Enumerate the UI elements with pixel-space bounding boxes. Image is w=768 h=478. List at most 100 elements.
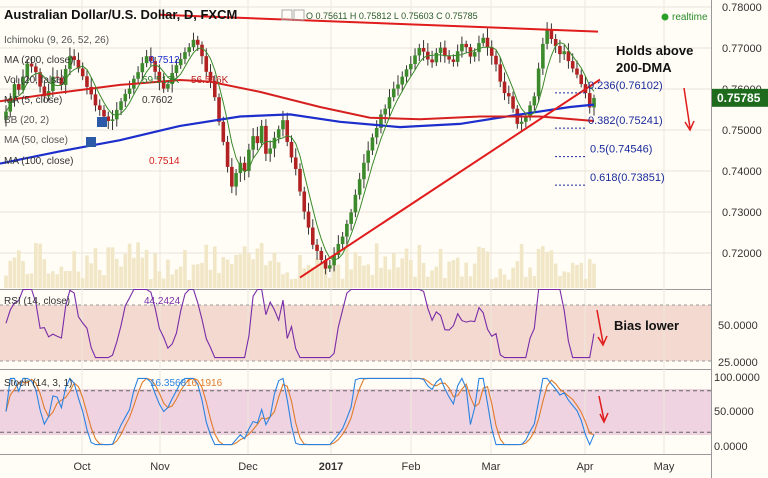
candle-body	[25, 63, 30, 77]
volume-bar	[362, 265, 366, 288]
candle-body	[59, 77, 64, 85]
candle-body	[455, 51, 460, 62]
candle-body	[238, 162, 243, 174]
x-tick-label: Dec	[238, 461, 258, 473]
candle-body	[302, 191, 307, 212]
indicator-legend[interactable]: Ichimoku (9, 26, 52, 26) MA (200, close)…	[4, 35, 229, 167]
volume-bar	[583, 278, 588, 288]
volume-bar	[272, 252, 277, 288]
rsi-label[interactable]: RSI (14, close)	[4, 296, 70, 307]
ohlc-readout: O 0.75611 H 0.75812 L 0.75603 C 0.75785	[306, 11, 478, 21]
candle-body	[34, 66, 38, 73]
x-tick-label: 2017	[319, 461, 343, 473]
volume-bar	[387, 269, 392, 288]
volume-bar	[528, 267, 532, 288]
volume-bar	[289, 279, 294, 288]
settings-icon	[86, 137, 96, 147]
candle-body	[281, 120, 285, 130]
y-tick-label: 0.78000	[722, 2, 762, 14]
candle-body	[68, 56, 72, 69]
candle-body	[528, 105, 532, 117]
volume-bar	[247, 253, 251, 288]
candle-body	[221, 121, 226, 142]
candle-body	[562, 51, 566, 55]
volume-bar	[515, 261, 520, 288]
volume-bar	[336, 264, 341, 288]
volume-bar	[157, 271, 162, 288]
volume-bar	[102, 274, 106, 288]
candle-body	[178, 59, 183, 66]
volume-bar	[212, 246, 217, 288]
candle-body	[114, 109, 119, 120]
candle-body	[472, 52, 477, 57]
volume-bar	[494, 277, 498, 288]
candle-body	[110, 119, 115, 121]
candle-body	[417, 48, 422, 56]
candle-body	[357, 179, 362, 195]
volume-bar	[438, 249, 443, 288]
y-tick-label: 0.73000	[722, 207, 762, 219]
candle-body	[80, 68, 85, 77]
candle-body	[106, 116, 111, 121]
candle-body	[374, 127, 379, 138]
last-price-text: 0.75785	[717, 91, 761, 105]
volume-bar	[498, 268, 503, 288]
candle-body	[502, 81, 507, 94]
volume-bar	[549, 250, 554, 288]
fib-label: 0.5(0.74546)	[590, 144, 652, 156]
volume-bar	[59, 266, 64, 288]
candle-body	[524, 116, 528, 122]
candle-body	[400, 76, 405, 85]
candle-body	[553, 38, 558, 46]
ma100-line	[0, 78, 595, 122]
candle-body	[85, 76, 89, 87]
header-icons[interactable]	[281, 9, 305, 21]
volume-bar	[178, 266, 183, 288]
volume-bar	[29, 273, 34, 288]
candle-body	[264, 125, 268, 154]
volume-bar	[310, 266, 315, 288]
ma5-value: 0.7602	[142, 95, 173, 106]
volume-bar	[570, 262, 575, 288]
volume-bar	[575, 264, 579, 288]
candle-body	[208, 71, 213, 81]
volume-bar	[4, 275, 8, 288]
volume-bar	[38, 243, 42, 288]
volume-bar	[255, 248, 260, 288]
vol-label: Vol (20, false)	[4, 75, 65, 86]
volume-bar	[132, 257, 136, 288]
candle-body	[234, 173, 238, 187]
volume-bar	[553, 263, 558, 288]
fib-label: 0.618(0.73851)	[590, 172, 665, 184]
candle-body	[123, 93, 128, 102]
volume-bar	[349, 269, 353, 288]
volume-bar	[225, 259, 230, 288]
candle-body	[396, 84, 400, 89]
candle-body	[21, 76, 25, 90]
volume-bar	[379, 267, 383, 288]
candle-body	[387, 97, 392, 109]
candle-body	[549, 29, 554, 39]
candle-body	[592, 98, 596, 108]
candle-body	[170, 73, 174, 85]
ma5-label: MA (5, close)	[4, 95, 62, 106]
candle-body	[306, 211, 311, 228]
candle-body	[498, 64, 503, 82]
candle-body	[204, 56, 209, 72]
candle-body	[174, 65, 179, 74]
volume-bar	[259, 243, 264, 288]
arrow-down-icon	[596, 309, 608, 347]
stoch-tick-label: 100.0000	[714, 372, 760, 384]
volume-bar	[34, 243, 38, 288]
volume-bar	[76, 271, 81, 288]
candle-body	[255, 136, 260, 144]
stoch-label[interactable]: Stoch (14, 3, 1)	[4, 378, 72, 389]
volume-bar	[374, 243, 379, 288]
volume-bar	[230, 263, 234, 288]
volume-bar	[276, 262, 281, 288]
volume-bar	[293, 278, 298, 288]
volume-bar	[208, 269, 213, 288]
candles	[4, 22, 596, 275]
volume-bar	[264, 265, 268, 288]
